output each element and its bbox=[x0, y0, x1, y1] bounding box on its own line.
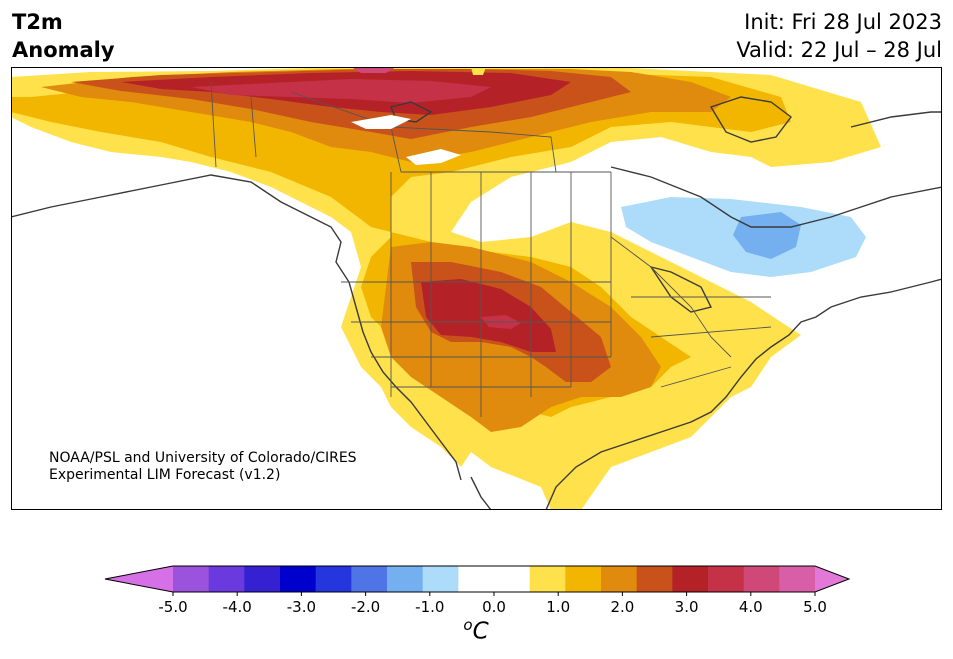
colorbar-extend-low bbox=[105, 566, 173, 592]
colorbar-segment bbox=[422, 566, 459, 592]
colorbar-segment bbox=[565, 566, 602, 592]
colorbar-segment bbox=[529, 566, 566, 592]
colorbar-segment bbox=[743, 566, 780, 592]
credit-line-2: Experimental LIM Forecast (v1.2) bbox=[49, 467, 281, 483]
colorbar-segment bbox=[173, 566, 210, 592]
anomaly-spot-warm bbox=[471, 67, 486, 75]
colorbar-segment bbox=[244, 566, 281, 592]
coastlines bbox=[11, 96, 942, 510]
colorbar-segment bbox=[601, 566, 638, 592]
cool-band-2 bbox=[733, 212, 801, 259]
colorbar-segment bbox=[458, 566, 495, 592]
colorbar-segment bbox=[708, 566, 745, 592]
anomaly-map bbox=[11, 67, 942, 510]
colorbar-tick-label: -2.0 bbox=[351, 598, 380, 616]
colorbar: -5.0 -4.0 -3.0 -2.0 -1.0 0.0 1.0 2.0 3.0 4.0 5.0 bbox=[104, 565, 851, 616]
colorbar-tick-label: 1.0 bbox=[546, 598, 570, 616]
anomaly-band-7 bbox=[351, 67, 396, 73]
title-line-2: Anomaly bbox=[12, 38, 115, 62]
colorbar-tick-label: -5.0 bbox=[158, 598, 187, 616]
colorbar-segment bbox=[387, 566, 424, 592]
colorbar-ticks: -5.0 -4.0 -3.0 -2.0 -1.0 0.0 1.0 2.0 3.0 4.0 5.0 bbox=[158, 592, 827, 616]
unit-base: C bbox=[472, 618, 489, 645]
colorbar-segment bbox=[351, 566, 388, 592]
colorbar-segment bbox=[672, 566, 709, 592]
colorbar-extend-high bbox=[815, 566, 849, 592]
colorbar-tick-label: -1.0 bbox=[415, 598, 444, 616]
colorbar-segments bbox=[104, 565, 851, 593]
unit-degree: o bbox=[463, 616, 473, 634]
colorbar-tick-label: 3.0 bbox=[675, 598, 699, 616]
cool-anomaly-shading bbox=[621, 197, 866, 277]
colorbar-unit: oC bbox=[440, 616, 512, 645]
lake-shape-1 bbox=[351, 115, 411, 129]
colorbar-segment bbox=[636, 566, 673, 592]
valid-date: Valid: 22 Jul – 28 Jul bbox=[736, 38, 942, 62]
colorbar-tick-label: 5.0 bbox=[803, 598, 827, 616]
colorbar-segment bbox=[280, 566, 317, 592]
title-line-1: T2m bbox=[12, 10, 63, 34]
forecast-dates: Init: Fri 28 Jul 2023 Valid: 22 Jul – 28… bbox=[736, 8, 942, 64]
colorbar-tick-label: 4.0 bbox=[739, 598, 763, 616]
credit-line-1: NOAA/PSL and University of Colorado/CIRE… bbox=[49, 450, 357, 466]
colorbar-segment bbox=[494, 566, 531, 592]
map-title: T2m Anomaly bbox=[12, 8, 115, 64]
colorbar-tick-label: -4.0 bbox=[223, 598, 252, 616]
colorbar-tick-label: -3.0 bbox=[287, 598, 316, 616]
colorbar-segment bbox=[315, 566, 352, 592]
credit-text: NOAA/PSL and University of Colorado/CIRE… bbox=[49, 450, 357, 484]
colorbar-segment bbox=[208, 566, 245, 592]
colorbar-tick-label: 2.0 bbox=[610, 598, 634, 616]
lake-shape-2 bbox=[406, 149, 461, 165]
init-date: Init: Fri 28 Jul 2023 bbox=[744, 10, 942, 34]
map-frame bbox=[11, 67, 942, 510]
colorbar-tick-label: 0.0 bbox=[482, 598, 506, 616]
colorbar-segment bbox=[779, 566, 816, 592]
